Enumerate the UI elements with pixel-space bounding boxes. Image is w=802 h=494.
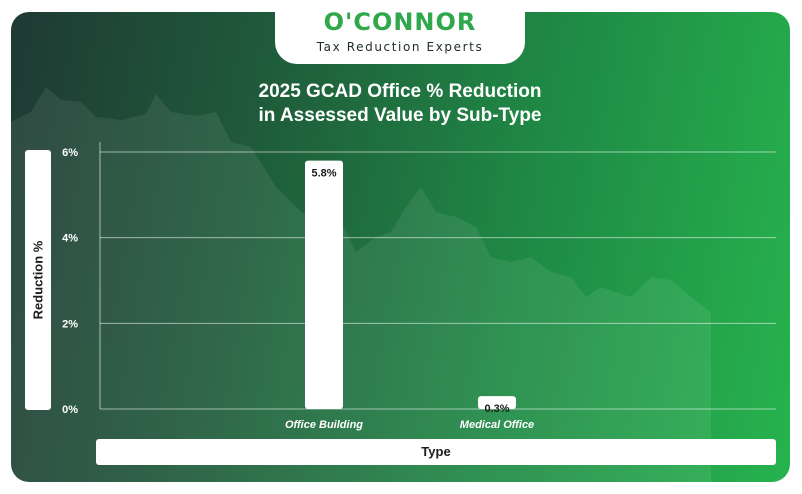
y-tick-label: 2% [62, 318, 78, 330]
bar [305, 160, 343, 409]
bar [478, 396, 516, 409]
brand-tagline: Tax Reduction Experts [316, 40, 484, 54]
x-tick-label: Medical Office [460, 419, 534, 431]
data-label: 5.8% [311, 168, 336, 180]
x-tick-label: Office Building [285, 419, 363, 431]
y-tick-label: 6% [62, 147, 78, 159]
x-axis-label: Type [96, 439, 776, 465]
brand-logo: O'CONNOR Tax Reduction Experts [275, 0, 525, 64]
chart-title-line-1: 2025 GCAD Office % Reduction [258, 81, 542, 102]
chart-title-line-2: in Assessed Value by Sub-Type [258, 105, 542, 126]
y-tick-label: 0% [62, 404, 78, 416]
brand-name: O'CONNOR [323, 8, 477, 36]
city-skyline-background [11, 87, 711, 482]
y-tick-label: 4% [62, 233, 78, 245]
chart-title: 2025 GCAD Office % Reduction in Assessed… [150, 80, 650, 128]
data-label: 0.3% [484, 403, 509, 415]
y-axis-label-box [25, 150, 51, 410]
chart-card [11, 12, 790, 482]
